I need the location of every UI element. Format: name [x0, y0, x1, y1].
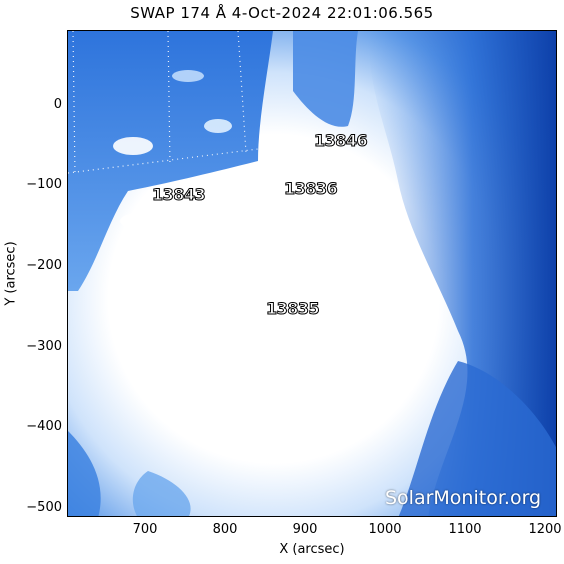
active-region-label: 13835	[265, 299, 320, 319]
y-axis-label: Y (arcsec)	[3, 241, 19, 306]
active-region-label: 13843	[151, 185, 206, 205]
watermark: SolarMonitor.org	[385, 487, 542, 509]
solar-image-canvas	[68, 31, 556, 516]
image-title: SWAP 174 Å 4-Oct-2024 22:01:06.565	[130, 4, 434, 22]
x-tick-label: 1100	[448, 522, 482, 537]
y-tick-label: −400	[26, 419, 62, 434]
active-region-label: 13846	[313, 131, 368, 151]
x-tick-label: 900	[292, 522, 318, 537]
y-tick-label: −500	[26, 500, 62, 515]
y-tick-label: −200	[26, 258, 62, 273]
solar-image: 13846 13843 13836 13835	[67, 30, 557, 517]
active-region-label: 13836	[283, 179, 338, 199]
y-tick-label: −100	[26, 177, 62, 192]
y-tick-label: 0	[53, 97, 62, 112]
x-tick-label: 700	[132, 522, 158, 537]
x-tick-label: 800	[212, 522, 238, 537]
x-axis-label: X (arcsec)	[279, 542, 345, 557]
x-tick-label: 1000	[368, 522, 402, 537]
y-tick-label: −300	[26, 339, 62, 354]
x-tick-label: 1200	[528, 522, 562, 537]
